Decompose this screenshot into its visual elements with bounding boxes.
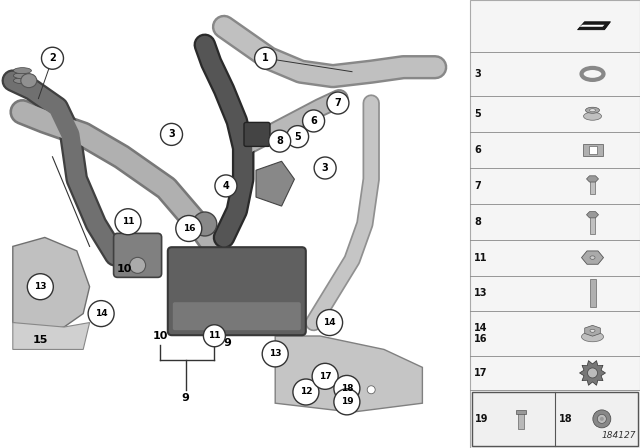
- Text: 8: 8: [474, 217, 481, 227]
- Text: 4: 4: [223, 181, 229, 191]
- Text: 10: 10: [152, 331, 168, 341]
- Text: 6: 6: [474, 145, 481, 155]
- Text: 17: 17: [319, 372, 332, 381]
- Circle shape: [314, 157, 336, 179]
- Polygon shape: [582, 251, 604, 264]
- Polygon shape: [586, 176, 598, 182]
- Bar: [518, 413, 524, 429]
- Text: 11: 11: [122, 217, 134, 226]
- Circle shape: [293, 379, 319, 405]
- Circle shape: [42, 47, 63, 69]
- Bar: [516, 410, 526, 414]
- Circle shape: [588, 368, 598, 378]
- Ellipse shape: [582, 332, 604, 342]
- Ellipse shape: [13, 78, 31, 84]
- Text: 1: 1: [262, 53, 269, 63]
- Text: 7: 7: [335, 98, 341, 108]
- Text: 15: 15: [33, 336, 48, 345]
- FancyBboxPatch shape: [173, 302, 301, 330]
- Circle shape: [215, 175, 237, 197]
- Circle shape: [303, 390, 311, 398]
- Text: 14
16: 14 16: [474, 323, 488, 344]
- Ellipse shape: [584, 112, 602, 120]
- FancyBboxPatch shape: [114, 233, 161, 277]
- Text: 14: 14: [323, 318, 336, 327]
- Circle shape: [269, 130, 291, 152]
- Circle shape: [262, 341, 288, 367]
- Polygon shape: [586, 211, 598, 218]
- Ellipse shape: [590, 329, 595, 332]
- Polygon shape: [256, 161, 294, 206]
- Circle shape: [176, 215, 202, 241]
- FancyBboxPatch shape: [168, 247, 306, 335]
- Text: 3: 3: [474, 69, 481, 79]
- Text: 10: 10: [117, 264, 132, 274]
- Ellipse shape: [600, 417, 604, 421]
- Circle shape: [88, 301, 114, 327]
- Polygon shape: [585, 325, 600, 336]
- Polygon shape: [579, 361, 605, 385]
- Circle shape: [287, 125, 308, 148]
- Ellipse shape: [13, 68, 31, 73]
- Text: 14: 14: [95, 309, 108, 318]
- Polygon shape: [13, 237, 90, 332]
- Ellipse shape: [589, 109, 595, 112]
- Circle shape: [129, 257, 146, 273]
- Polygon shape: [577, 22, 611, 30]
- Text: 6: 6: [310, 116, 317, 126]
- Text: 2: 2: [49, 53, 56, 63]
- Text: 7: 7: [474, 181, 481, 191]
- Polygon shape: [275, 336, 422, 412]
- Text: 19: 19: [340, 397, 353, 406]
- Text: 5: 5: [474, 109, 481, 119]
- Bar: [589, 280, 595, 307]
- Circle shape: [161, 123, 182, 146]
- Text: 11: 11: [208, 331, 221, 340]
- Text: 8: 8: [276, 136, 283, 146]
- Polygon shape: [13, 323, 90, 349]
- Bar: [590, 180, 595, 194]
- Ellipse shape: [586, 107, 600, 113]
- Polygon shape: [579, 25, 605, 27]
- Circle shape: [204, 325, 225, 347]
- Ellipse shape: [593, 410, 611, 428]
- Ellipse shape: [597, 414, 606, 423]
- Bar: [470, 0, 640, 448]
- Text: 184127: 184127: [602, 431, 636, 440]
- Text: 3: 3: [168, 129, 175, 139]
- Circle shape: [312, 363, 338, 389]
- Circle shape: [367, 386, 375, 394]
- Text: 19: 19: [476, 414, 489, 424]
- Text: 3: 3: [322, 163, 328, 173]
- Bar: [582, 144, 602, 156]
- Ellipse shape: [13, 73, 31, 79]
- Circle shape: [193, 212, 217, 236]
- Circle shape: [327, 92, 349, 114]
- Circle shape: [255, 47, 276, 69]
- Text: 9: 9: [223, 338, 231, 348]
- Bar: [590, 216, 595, 234]
- FancyBboxPatch shape: [244, 122, 270, 146]
- Text: 17: 17: [474, 368, 488, 378]
- Text: 13: 13: [269, 349, 282, 358]
- Circle shape: [303, 110, 324, 132]
- Text: 11: 11: [474, 253, 488, 263]
- Text: 5: 5: [294, 132, 301, 142]
- Text: 13: 13: [474, 289, 488, 298]
- Circle shape: [334, 389, 360, 415]
- Text: 12: 12: [300, 388, 312, 396]
- Circle shape: [115, 209, 141, 235]
- Ellipse shape: [590, 256, 595, 259]
- Circle shape: [28, 274, 53, 300]
- Circle shape: [317, 310, 342, 336]
- Text: 13: 13: [34, 282, 47, 291]
- Text: 18: 18: [559, 414, 573, 424]
- Ellipse shape: [20, 73, 36, 88]
- Text: 16: 16: [182, 224, 195, 233]
- Text: 9: 9: [182, 393, 189, 403]
- Text: 18: 18: [340, 384, 353, 393]
- Bar: [589, 146, 596, 154]
- Bar: [472, 392, 638, 446]
- Circle shape: [334, 375, 360, 401]
